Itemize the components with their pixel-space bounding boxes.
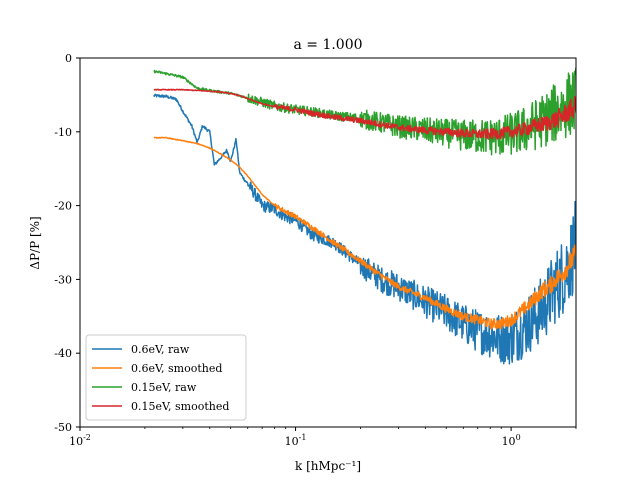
y-tick-label-6: -50 bbox=[54, 421, 72, 434]
y-tick-label-1: 0 bbox=[65, 52, 72, 65]
legend-label-2: 0.6eV, smoothed bbox=[131, 362, 222, 375]
series-layer bbox=[153, 67, 576, 365]
x-axis: 10-2 10-1 100 bbox=[69, 427, 577, 448]
chart-title: a = 1.000 bbox=[293, 37, 362, 53]
legend-box bbox=[85, 334, 247, 421]
series-line-2 bbox=[153, 136, 576, 330]
y-axis: 0 -10 -20 -30 -40 -50 bbox=[54, 52, 80, 434]
y-tick-label-3: -20 bbox=[54, 200, 72, 213]
y-tick-label-4: -30 bbox=[54, 273, 72, 286]
series-line-4 bbox=[153, 88, 576, 140]
legend-label-4: 0.15eV, smoothed bbox=[131, 400, 229, 413]
y-tick-label-5: -40 bbox=[54, 347, 72, 360]
series-line-3 bbox=[153, 67, 576, 156]
series-line-1 bbox=[153, 93, 576, 365]
legend-label-3: 0.15eV, raw bbox=[131, 381, 197, 394]
legend: 0.6eV, raw 0.6eV, smoothed 0.15eV, raw 0.15… bbox=[85, 334, 247, 421]
y-tick-label-2: -10 bbox=[54, 126, 72, 139]
x-axis-label: k [hMpc⁻¹] bbox=[295, 459, 361, 473]
legend-label-1: 0.6eV, raw bbox=[131, 343, 190, 356]
plot-frame bbox=[79, 57, 577, 428]
x-tick-label-1: 10-2 bbox=[69, 433, 91, 448]
y-axis-label: ΔP/P [%] bbox=[28, 216, 42, 269]
x-tick-label-3: 100 bbox=[502, 433, 521, 448]
x-tick-label-2: 10-1 bbox=[285, 433, 307, 448]
